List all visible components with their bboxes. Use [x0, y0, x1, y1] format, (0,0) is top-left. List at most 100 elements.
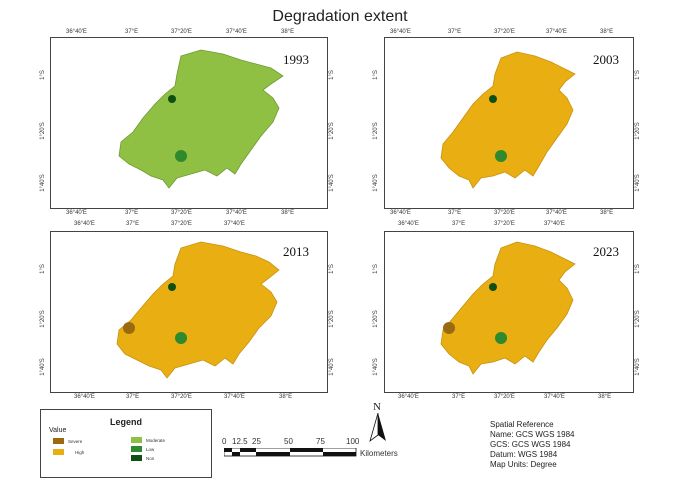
tick-lon: 37°E [126, 394, 140, 400]
legend-label-severe: Severe [68, 439, 83, 444]
legend-label-high: High [75, 450, 85, 455]
tick-lon: 38°E [600, 210, 614, 216]
tick-lon: 38°E [600, 29, 614, 35]
spatial-reference-units: Map Units: Degree [490, 460, 557, 469]
tick-lon: 36°40'E [74, 394, 95, 400]
tick-lon: 37°E [448, 29, 462, 35]
tick-lon: 38°E [598, 394, 612, 400]
tick-lon: 37°E [126, 221, 140, 227]
tick-lon: 37°20'E [171, 29, 192, 35]
tick-lat: 1°40'S [328, 358, 335, 376]
tick-lon: 38°E [281, 29, 295, 35]
tick-lat: 1°S [372, 264, 379, 274]
legend-label-low: Low [146, 447, 155, 452]
tick-lon: 37°20'E [494, 29, 515, 35]
scale-bar-graphic [224, 448, 357, 457]
legend-swatch-moderate [131, 437, 142, 443]
tick-lat: 1°20'S [39, 310, 46, 328]
spatial-reference-datum: Datum: WGS 1984 [490, 450, 558, 459]
map-panel-2013: 2013 [50, 231, 328, 393]
tick-lon: 36°40'E [398, 221, 419, 227]
legend-swatch-non [131, 455, 142, 461]
tick-lon: 37°20'E [494, 210, 515, 216]
scale-label: 100 [346, 437, 360, 446]
tick-lon: 37°20'E [494, 394, 515, 400]
scale-label: 25 [252, 437, 261, 446]
scale-label: 12.5 [232, 437, 248, 446]
tick-lon: 36°40'E [398, 394, 419, 400]
panel-year-2013: 2013 [283, 244, 309, 259]
tick-lon: 37°E [125, 29, 139, 35]
tick-lon: 37°E [448, 210, 462, 216]
tick-lat: 1°20'S [328, 310, 335, 328]
tick-lon: 37°40'E [226, 29, 247, 35]
tick-lon: 36°40'E [66, 29, 87, 35]
tick-lon: 37°40'E [224, 221, 245, 227]
tick-lon: 37°20'E [171, 221, 192, 227]
tick-lon: 37°40'E [544, 221, 565, 227]
tick-lat: 1°20'S [634, 310, 641, 328]
tick-lon: 37°20'E [171, 210, 192, 216]
tick-lat: 1°S [372, 70, 379, 80]
tick-lat: 1°20'S [328, 122, 335, 140]
tick-lon: 37°20'E [171, 394, 192, 400]
tick-lat: 1°40'S [372, 174, 379, 192]
tick-lat: 1°S [634, 264, 641, 274]
scale-unit: Kilometers [360, 449, 398, 458]
region-map-2023 [440, 241, 576, 375]
panel-year-2023: 2023 [593, 244, 619, 259]
tick-lat: 1°20'S [39, 122, 46, 140]
tick-lat: 1°40'S [39, 358, 46, 376]
tick-lon: 37°E [452, 394, 466, 400]
tick-lat: 1°S [328, 70, 335, 80]
tick-lat: 1°40'S [634, 358, 641, 376]
region-map-2013 [116, 241, 280, 379]
tick-lat: 1°20'S [634, 122, 641, 140]
tick-lon: 37°20'E [494, 221, 515, 227]
map-title: Degradation extent [272, 8, 408, 25]
spatial-reference: Spatial Reference Name: GCS WGS 1984 GCS… [490, 420, 574, 470]
tick-lon: 36°40'E [390, 29, 411, 35]
map-panel-2023: 2023 [384, 231, 634, 393]
spatial-reference-gcs: GCS: GCS WGS 1984 [490, 440, 571, 449]
map-panel-2003: 2003 [384, 37, 634, 209]
tick-lat: 1°20'S [372, 310, 379, 328]
legend-swatch-low [131, 446, 142, 452]
legend-box: Legend Value Severe High Moderate Low No… [40, 409, 212, 478]
tick-lat: 1°20'S [372, 122, 379, 140]
spatial-reference-heading: Spatial Reference [490, 420, 554, 429]
tick-lon: 36°40'E [74, 221, 95, 227]
tick-lat: 1°40'S [39, 174, 46, 192]
tick-lon: 37°40'E [226, 210, 247, 216]
spatial-reference-name: Name: GCS WGS 1984 [490, 430, 575, 439]
scale-label: 50 [284, 437, 293, 446]
legend-swatch-severe [53, 438, 64, 444]
tick-lon: 36°40'E [390, 210, 411, 216]
legend-value-header: Value [49, 427, 67, 434]
tick-lon: 38°E [279, 394, 293, 400]
scale-label: 0 [222, 437, 227, 446]
legend-label-non: Non [146, 456, 155, 461]
tick-lon: 38°E [281, 210, 295, 216]
tick-lon: 37°40'E [224, 394, 245, 400]
tick-lon: 36°40'E [66, 210, 87, 216]
north-label: N [373, 401, 381, 413]
tick-lat: 1°S [39, 70, 46, 80]
tick-lat: 1°40'S [372, 358, 379, 376]
tick-lon: 37°40'E [546, 210, 567, 216]
scale-label: 75 [316, 437, 325, 446]
tick-lon: 37°40'E [546, 29, 567, 35]
legend-title: Legend [109, 417, 142, 427]
region-map-2003 [440, 51, 576, 189]
tick-lon: 37°40'E [544, 394, 565, 400]
tick-lat: 1°40'S [634, 174, 641, 192]
tick-lat: 1°S [328, 264, 335, 274]
north-arrow: N [368, 401, 392, 443]
tick-lat: 1°S [39, 264, 46, 274]
region-map-1993 [118, 49, 284, 189]
legend-label-moderate: Moderate [146, 438, 166, 443]
tick-lat: 1°S [634, 70, 641, 80]
panel-year-2003: 2003 [593, 52, 619, 67]
map-panel-1993: 1993 [50, 37, 328, 209]
tick-lon: 37°E [125, 210, 139, 216]
